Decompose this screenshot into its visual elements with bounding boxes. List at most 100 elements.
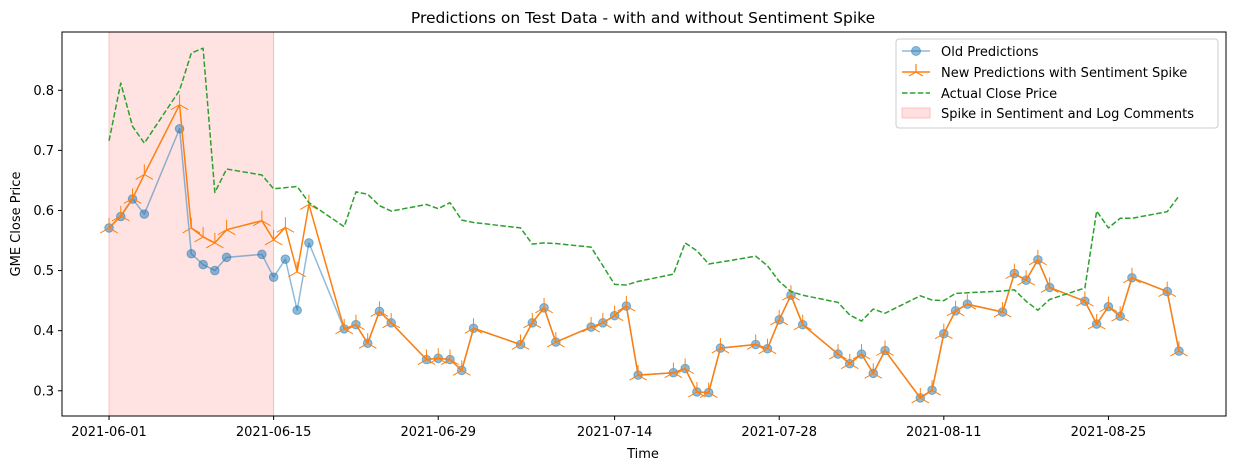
data-point-new-predictions-with-sentiment-spike <box>464 318 483 334</box>
data-point-new-predictions-with-sentiment-spike <box>946 300 965 317</box>
data-point-new-predictions-with-sentiment-spike <box>1017 270 1036 286</box>
data-point-new-predictions-with-sentiment-spike <box>746 334 765 350</box>
data-point-new-predictions-with-sentiment-spike <box>100 217 118 234</box>
data-point-old-predictions <box>210 265 220 276</box>
series-layer <box>100 47 1188 404</box>
legend-item-actual-close: Actual Close Price <box>902 87 1057 102</box>
data-point-old-predictions <box>186 248 197 259</box>
data-point-new-predictions-with-sentiment-spike <box>358 333 377 349</box>
data-point-new-predictions-with-sentiment-spike <box>382 312 401 329</box>
data-point-new-predictions-with-sentiment-spike <box>711 338 730 354</box>
data-point-new-predictions-with-sentiment-spike <box>370 301 389 317</box>
data-point-new-predictions-with-sentiment-spike <box>1111 306 1130 322</box>
data-point-new-predictions-with-sentiment-spike <box>123 188 142 204</box>
data-point-new-predictions-with-sentiment-spike <box>864 363 883 379</box>
x-axis-label: Time <box>626 447 659 462</box>
data-point-new-predictions-with-sentiment-spike <box>617 296 636 312</box>
y-tick-label: 0.5 <box>33 264 54 279</box>
data-point-new-predictions-with-sentiment-spike <box>923 380 941 396</box>
legend-label-new-predictions: New Predictions with Sentiment Spike <box>941 66 1187 81</box>
data-point-old-predictions <box>221 252 232 263</box>
data-point-new-predictions-with-sentiment-spike <box>347 314 365 331</box>
legend-frame <box>895 38 1219 129</box>
data-point-old-predictions <box>139 209 150 219</box>
data-point-new-predictions-with-sentiment-spike <box>535 297 553 314</box>
data-point-new-predictions-with-sentiment-spike <box>664 362 683 379</box>
x-tick-label: 2021-08-11 <box>906 425 982 440</box>
data-point-new-predictions-with-sentiment-spike <box>111 205 130 222</box>
data-point-new-predictions-with-sentiment-spike <box>793 314 812 331</box>
data-point-new-predictions-with-sentiment-spike <box>523 312 542 329</box>
data-point-old-predictions <box>268 272 279 282</box>
data-point-new-predictions-with-sentiment-spike <box>758 338 777 355</box>
x-tick-label: 2021-07-28 <box>741 425 817 440</box>
data-point-new-predictions-with-sentiment-spike <box>1158 281 1177 298</box>
data-point-new-predictions-with-sentiment-spike <box>1040 277 1059 293</box>
data-point-new-predictions-with-sentiment-spike <box>993 302 1012 318</box>
data-point-new-predictions-with-sentiment-spike <box>252 210 271 227</box>
data-point-new-predictions-with-sentiment-spike <box>1005 263 1024 280</box>
data-point-new-predictions-with-sentiment-spike <box>876 340 894 356</box>
data-point-new-predictions-with-sentiment-spike <box>829 344 847 360</box>
y-tick-label: 0.4 <box>33 324 54 339</box>
y-tick-label: 0.7 <box>33 144 54 159</box>
y-tick-label: 0.3 <box>33 384 54 399</box>
data-point-new-predictions-with-sentiment-spike <box>1075 291 1094 307</box>
data-point-new-predictions-with-sentiment-spike <box>217 219 236 236</box>
data-point-new-predictions-with-sentiment-spike <box>441 349 459 365</box>
data-point-new-predictions-with-sentiment-spike <box>840 353 859 370</box>
series-new-predictions-with-sentiment-spike <box>100 94 1188 404</box>
x-tick-label: 2021-06-29 <box>400 425 476 440</box>
data-point-old-predictions <box>292 305 302 316</box>
data-point-new-predictions-with-sentiment-spike <box>1099 296 1118 313</box>
data-point-new-predictions-with-sentiment-spike <box>194 226 213 243</box>
x-tick-label: 2021-06-01 <box>71 425 147 440</box>
data-point-new-predictions-with-sentiment-spike <box>546 332 565 348</box>
data-point-old-predictions <box>257 249 267 260</box>
x-tick-label: 2021-08-25 <box>1071 425 1147 440</box>
series-actual-close-price <box>108 47 1180 322</box>
data-point-new-predictions-with-sentiment-spike <box>593 312 612 329</box>
data-point-new-predictions-with-sentiment-spike <box>417 349 436 365</box>
legend-patch-spike <box>901 107 931 119</box>
data-point-new-predictions-with-sentiment-spike <box>170 94 189 111</box>
data-point-new-predictions-with-sentiment-spike <box>1087 314 1106 330</box>
legend-item-old-predictions: Old Predictions <box>902 45 1039 60</box>
data-point-new-predictions-with-sentiment-spike <box>699 382 718 398</box>
legend-marker-new-predictions <box>908 64 924 77</box>
x-tick-label: 2021-06-15 <box>236 425 312 440</box>
data-point-new-predictions-with-sentiment-spike <box>958 294 977 310</box>
x-axis: 2021-06-01 2021-06-15 2021-06-29 2021-07-14… <box>71 416 1146 440</box>
data-point-new-predictions-with-sentiment-spike <box>205 232 224 249</box>
data-point-new-predictions-with-sentiment-spike <box>934 323 953 340</box>
y-axis-label: GME Close Price <box>9 172 24 277</box>
data-point-old-predictions <box>280 254 291 264</box>
data-point-old-predictions <box>304 238 314 248</box>
data-point-new-predictions-with-sentiment-spike <box>1123 267 1141 284</box>
data-point-new-predictions-with-sentiment-spike <box>582 317 601 333</box>
legend-item-spike: Spike in Sentiment and Log Comments <box>901 107 1194 122</box>
data-point-new-predictions-with-sentiment-spike <box>264 229 283 246</box>
data-point-new-predictions-with-sentiment-spike <box>335 318 354 335</box>
y-tick-label: 0.6 <box>33 204 54 219</box>
legend-label-old-predictions: Old Predictions <box>941 45 1039 60</box>
data-point-new-predictions-with-sentiment-spike <box>911 387 930 404</box>
data-point-new-predictions-with-sentiment-spike <box>629 365 648 381</box>
data-point-new-predictions-with-sentiment-spike <box>770 309 789 326</box>
data-point-new-predictions-with-sentiment-spike <box>452 360 471 376</box>
data-point-new-predictions-with-sentiment-spike <box>1170 341 1188 357</box>
y-tick-label: 0.8 <box>33 84 54 99</box>
data-point-new-predictions-with-sentiment-spike <box>676 358 695 374</box>
data-point-new-predictions-with-sentiment-spike <box>135 164 154 180</box>
x-tick-label: 2021-07-14 <box>577 425 653 440</box>
series-line-actual-close-price <box>108 47 1180 322</box>
data-point-new-predictions-with-sentiment-spike <box>511 334 530 350</box>
legend-item-new-predictions: New Predictions with Sentiment Spike <box>902 64 1187 81</box>
legend-marker-old-predictions <box>911 46 921 56</box>
chart-title: Predictions on Test Data - with and with… <box>411 9 875 27</box>
legend-label-actual-close: Actual Close Price <box>941 87 1057 102</box>
data-point-new-predictions-with-sentiment-spike <box>276 217 295 233</box>
legend: Old Predictions New Predictions with Sen… <box>895 38 1219 129</box>
plot-frame <box>61 31 1227 417</box>
